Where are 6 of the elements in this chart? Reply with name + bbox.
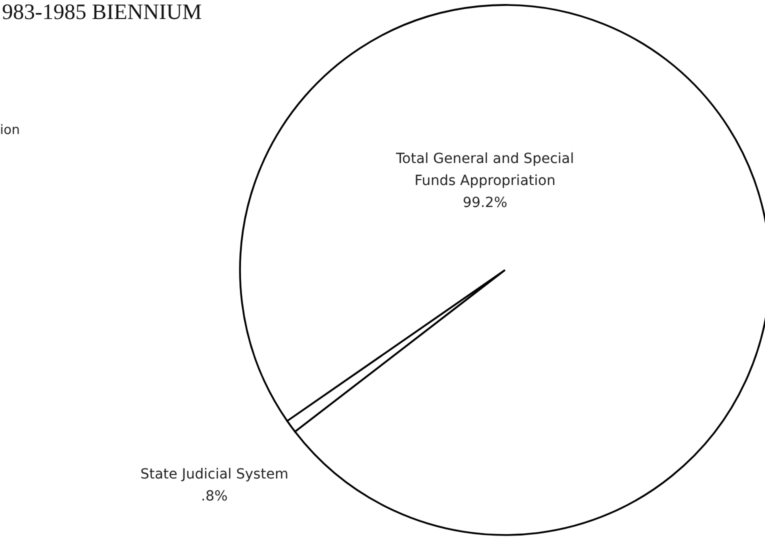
text: ion bbox=[0, 123, 20, 138]
data-label: 99.2% bbox=[462, 195, 508, 211]
data-label: .8% bbox=[201, 488, 228, 504]
slice-label: State Judicial System bbox=[140, 466, 288, 482]
chart-title: 983-1985 BIENNIUM bbox=[2, 0, 202, 24]
slice-label: Total General and Special Funds Appropriation bbox=[394, 151, 574, 189]
